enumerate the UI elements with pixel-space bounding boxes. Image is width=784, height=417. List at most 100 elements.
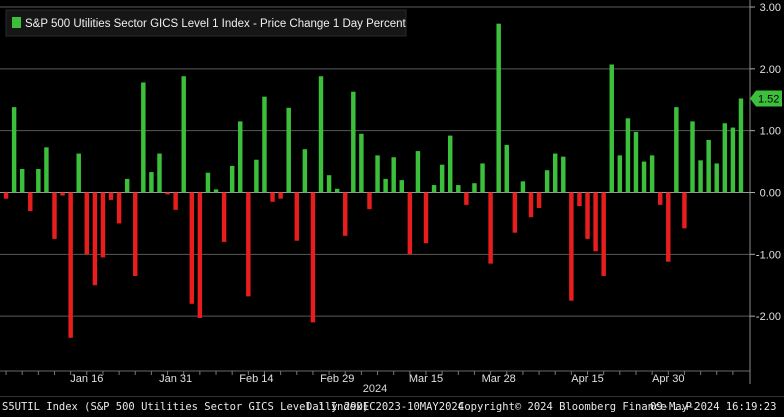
bar (286, 107, 291, 193)
bar (60, 192, 65, 196)
y-tick-label: 3.00 (760, 2, 781, 14)
bar (415, 151, 421, 193)
bar (359, 133, 364, 193)
year-label: 2024 (363, 383, 387, 395)
bar (116, 192, 122, 224)
bar (722, 123, 728, 193)
bar (464, 192, 469, 205)
bar (512, 192, 518, 233)
y-tick-label: -2.00 (756, 311, 781, 323)
bar (593, 192, 598, 252)
bar (439, 164, 445, 193)
bar (181, 76, 186, 193)
bar (577, 192, 582, 207)
bar (108, 192, 114, 200)
bar (76, 153, 81, 193)
last-value-label: 1.52 (758, 94, 779, 106)
bar (641, 161, 647, 193)
y-tick-label: 0.00 (760, 188, 781, 200)
bar (609, 64, 614, 193)
bar (238, 121, 243, 193)
bar (310, 192, 316, 323)
bars (3, 23, 744, 338)
bar (52, 192, 57, 239)
bar (407, 192, 413, 255)
bar (326, 175, 332, 193)
footer-timestamp: 09-May-2024 16:19:23 (650, 401, 777, 413)
x-axis-ticks: Jan 16 Jan 31 Feb 14 Feb 29 Mar 15 Mar 28 Apr … (5, 371, 734, 385)
bar (318, 76, 324, 193)
bar (262, 96, 267, 193)
x-tick-label: Apr 30 (652, 373, 684, 385)
bar (504, 144, 509, 193)
bar (343, 192, 348, 236)
bar (84, 192, 90, 255)
bar (28, 192, 33, 212)
y-tick-label: 1.00 (760, 126, 781, 138)
bar (173, 192, 178, 210)
bar (456, 185, 461, 193)
bar (552, 153, 558, 193)
bar (205, 172, 211, 193)
bar (569, 192, 574, 301)
bar (536, 192, 542, 208)
bar (157, 153, 162, 193)
bar (189, 192, 195, 304)
footer-ticker: S5UTIL Index (S&P 500 Utilities Sector G… (2, 401, 369, 413)
y-axis-ticks: 3.00 2.00 1.00 0.00 -1.00 -2.00 (750, 2, 781, 323)
x-tick-label: Feb 14 (239, 373, 273, 385)
bar (496, 23, 501, 193)
bar (302, 149, 308, 193)
bar (221, 192, 227, 242)
legend: S&P 500 Utilities Sector GICS Level 1 In… (5, 9, 407, 37)
bar (649, 155, 655, 193)
x-tick-label: Mar 28 (482, 373, 516, 385)
bar (334, 188, 340, 193)
bar (423, 192, 429, 244)
bar (698, 160, 703, 193)
bar (229, 165, 235, 193)
bar (585, 192, 590, 239)
y-tick-label: -1.00 (756, 249, 781, 261)
bar (11, 107, 17, 193)
bar (738, 98, 744, 193)
x-tick-label: Feb 29 (320, 373, 354, 385)
bar (278, 192, 283, 199)
last-value-flag (750, 90, 782, 107)
bar (480, 163, 485, 193)
bar (682, 192, 687, 229)
bar (149, 172, 154, 193)
bar (133, 192, 138, 276)
footer-bar: S5UTIL Index (S&P 500 Utilities Sector G… (0, 396, 784, 417)
y-tick-label: 2.00 (760, 64, 781, 76)
bar (601, 192, 606, 276)
bar (213, 189, 219, 193)
bar (730, 127, 736, 193)
x-tick-label: Apr 15 (571, 373, 603, 385)
bar (124, 178, 130, 193)
bar (706, 139, 711, 193)
bar (36, 169, 41, 193)
price-change-bar-chart: 3.00 2.00 1.00 0.00 -1.00 -2.00 Jan 16 Jan 31 F… (0, 0, 784, 396)
bar (625, 118, 631, 193)
bar (197, 192, 203, 319)
x-tick-label: Mar 15 (409, 373, 443, 385)
bar (351, 91, 356, 193)
bar (294, 192, 299, 241)
bar (165, 192, 170, 195)
bar (19, 169, 25, 193)
bar (488, 192, 493, 264)
bar (633, 131, 639, 193)
bar (431, 185, 437, 193)
bar (92, 192, 98, 286)
legend-title: S&P 500 Utilities Sector GICS Level 1 In… (25, 18, 407, 30)
bar (254, 159, 259, 193)
legend-swatch (12, 17, 21, 28)
bar (3, 192, 9, 199)
bar (561, 156, 566, 193)
last-value-marker: 1.52 (750, 90, 782, 107)
bar (674, 107, 679, 193)
bar (657, 192, 663, 205)
bar (399, 180, 404, 193)
bar (520, 181, 526, 193)
